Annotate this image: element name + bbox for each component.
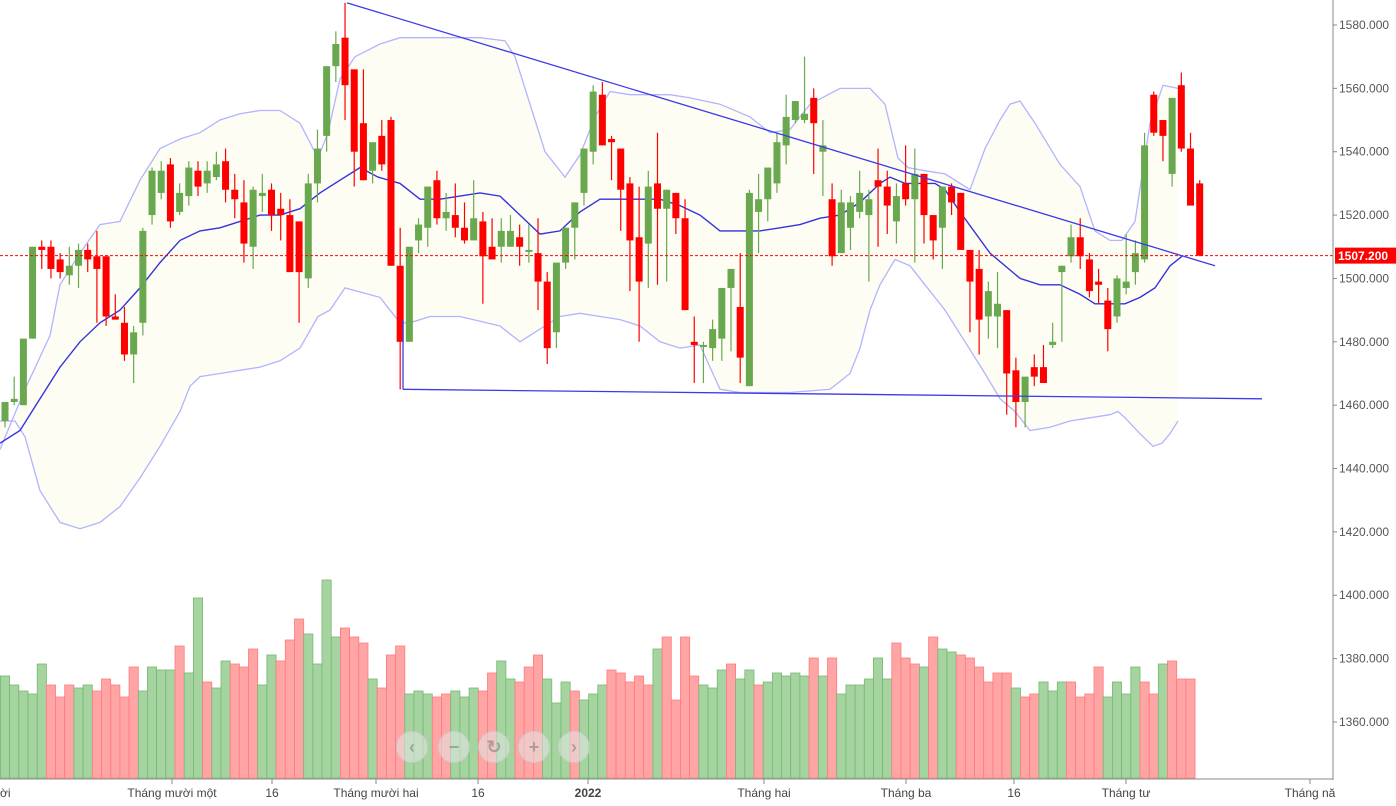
svg-text:ời: ời — [0, 786, 11, 800]
svg-text:16: 16 — [1007, 786, 1021, 800]
svg-text:1480.000: 1480.000 — [1339, 335, 1389, 349]
svg-text:1560.000: 1560.000 — [1339, 81, 1389, 95]
chart-navigation: ‹ − ↻ + › — [396, 731, 590, 763]
svg-text:Tháng nă: Tháng nă — [1285, 786, 1336, 800]
svg-text:1360.000: 1360.000 — [1339, 715, 1389, 729]
trendlines — [0, 2, 1333, 400]
price-axis: 1580.000 1560.000 1540.000 1520.000 1500.000… — [1332, 0, 1396, 780]
svg-text:1580.000: 1580.000 — [1339, 18, 1389, 32]
volume-bars — [0, 579, 1196, 779]
svg-text:Tháng tư: Tháng tư — [1102, 786, 1151, 800]
scroll-left-button[interactable]: ‹ — [396, 731, 428, 763]
svg-text:Tháng mười một: Tháng mười một — [127, 786, 217, 800]
zoom-out-button[interactable]: − — [438, 731, 470, 763]
svg-text:1520.000: 1520.000 — [1339, 208, 1389, 222]
svg-text:1500.000: 1500.000 — [1339, 271, 1389, 285]
svg-text:Tháng mười hai: Tháng mười hai — [333, 786, 418, 800]
candles — [1, 2, 1204, 428]
plus-icon: + — [528, 736, 540, 757]
minus-icon: − — [448, 736, 460, 757]
svg-text:1507.200: 1507.200 — [1338, 249, 1388, 263]
svg-text:1440.000: 1440.000 — [1339, 462, 1389, 476]
zoom-in-button[interactable]: + — [518, 731, 550, 763]
svg-text:1540.000: 1540.000 — [1339, 145, 1389, 159]
chevron-right-icon: › — [571, 736, 577, 757]
refresh-icon: ↻ — [486, 736, 502, 757]
svg-text:1380.000: 1380.000 — [1339, 652, 1389, 666]
reset-button[interactable]: ↻ — [478, 731, 510, 763]
svg-text:1460.000: 1460.000 — [1339, 398, 1389, 412]
time-axis: ời Tháng mười một 16 Tháng mười hai 16 2022 Th… — [0, 778, 1336, 800]
scroll-right-button[interactable]: › — [558, 731, 590, 763]
svg-text:16: 16 — [265, 786, 279, 800]
svg-text:1420.000: 1420.000 — [1339, 525, 1389, 539]
svg-text:Tháng ba: Tháng ba — [881, 786, 932, 800]
svg-text:Tháng hai: Tháng hai — [737, 786, 790, 800]
bollinger-band — [0, 37, 1183, 530]
svg-text:16: 16 — [471, 786, 485, 800]
chevron-left-icon: ‹ — [409, 736, 415, 757]
svg-text:1400.000: 1400.000 — [1339, 588, 1389, 602]
svg-text:2022: 2022 — [575, 786, 602, 800]
